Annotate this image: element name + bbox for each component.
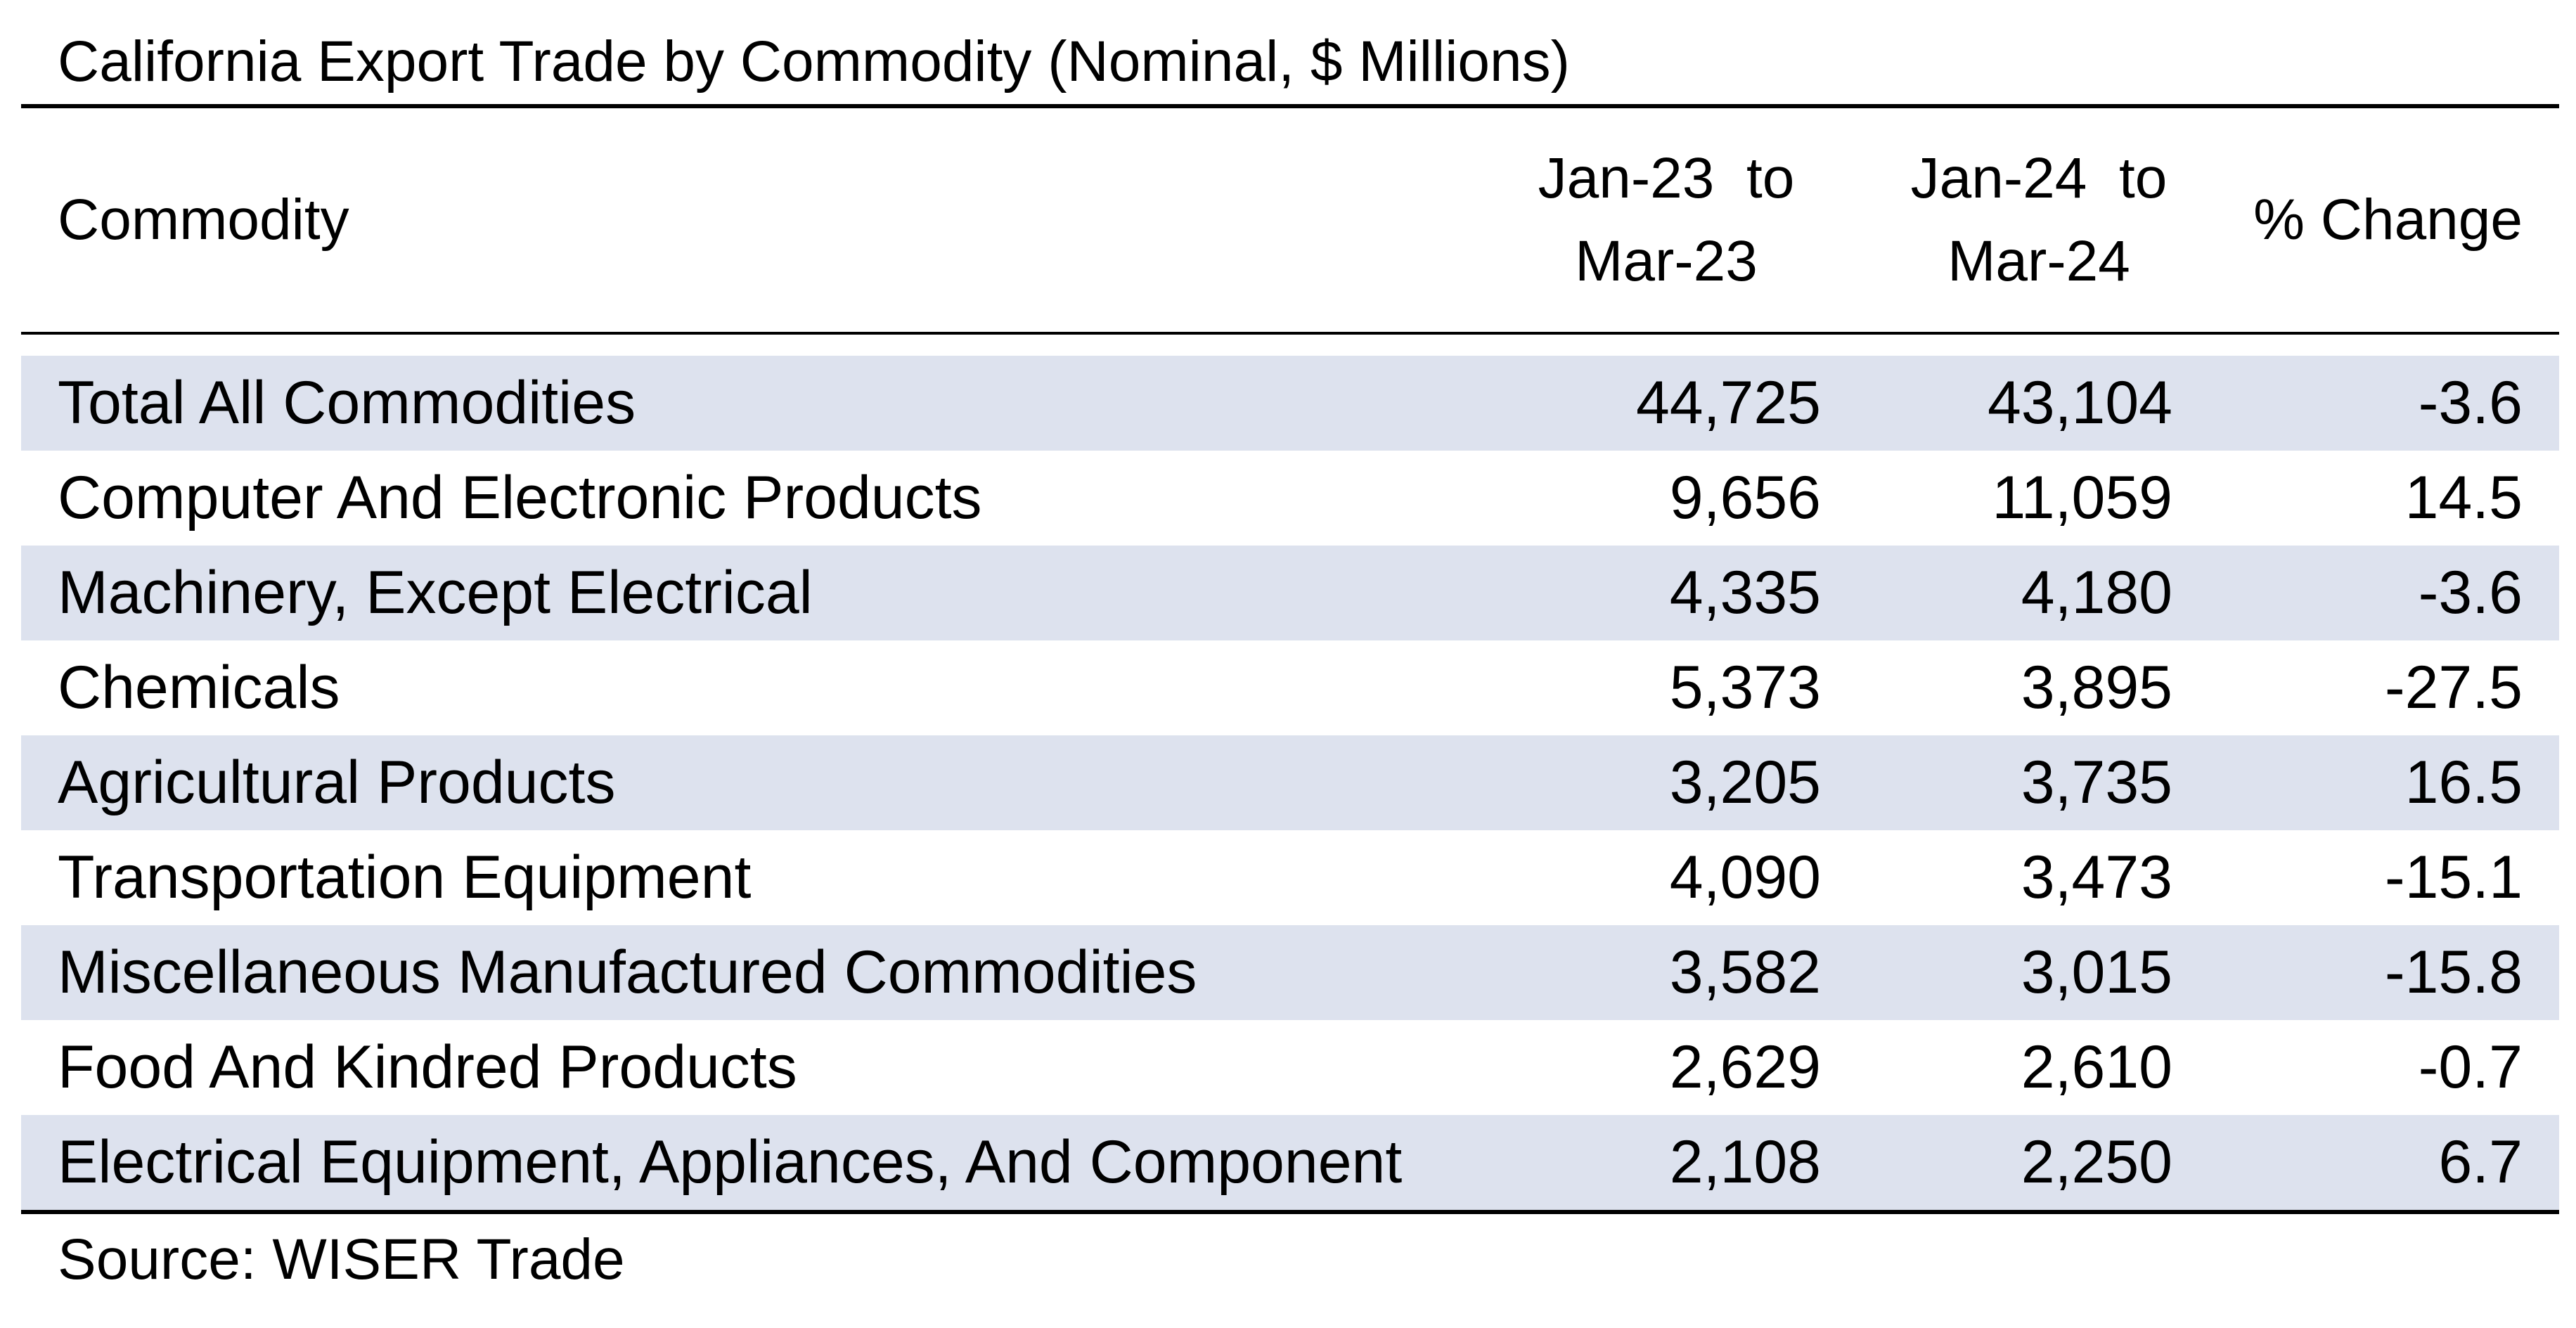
table-row: Chemicals 5,373 3,895 -27.5 (21, 640, 2559, 735)
export-table: California Export Trade by Commodity (No… (21, 20, 2559, 1306)
period-1-cell: 4,090 (1669, 844, 1821, 911)
period-1-cell: 3,205 (1669, 749, 1821, 816)
change-cell: -15.8 (2384, 939, 2523, 1006)
table-row: Total All Commodities 44,725 43,104 -3.6 (21, 356, 2559, 451)
period-2-cell: 3,895 (2021, 654, 2172, 721)
header-period-1: Jan-23 to Mar-23 (1455, 137, 1849, 303)
period-2-cell: 3,473 (2021, 844, 2172, 911)
period-1-cell: 44,725 (1635, 369, 1821, 437)
commodity-cell: Food And Kindred Products (58, 1033, 797, 1101)
commodity-cell: Electrical Equipment, Appliances, And Co… (58, 1128, 1403, 1196)
table-row: Transportation Equipment 4,090 3,473 -15… (21, 830, 2559, 925)
header-period-2-line-1: Jan-24 to (1910, 146, 2168, 210)
table-row: Computer And Electronic Products 9,656 1… (21, 451, 2559, 546)
table-row: Miscellaneous Manufactured Commodities 3… (21, 925, 2559, 1020)
top-rule (21, 104, 2559, 108)
period-2-cell: 2,610 (2021, 1033, 2172, 1101)
period-1-cell: 5,373 (1669, 654, 1821, 721)
commodity-cell: Machinery, Except Electrical (58, 559, 813, 626)
period-1-cell: 9,656 (1669, 464, 1821, 531)
period-2-cell: 2,250 (2021, 1128, 2172, 1196)
period-2-cell: 43,104 (1987, 369, 2172, 437)
period-2-cell: 11,059 (1992, 464, 2172, 531)
header-period-1-line-1: Jan-23 to (1538, 146, 1795, 210)
header-rule (21, 332, 2559, 335)
period-1-cell: 2,108 (1669, 1128, 1821, 1196)
table-row: Food And Kindred Products 2,629 2,610 -0… (21, 1020, 2559, 1115)
header-period-1-line-2: Mar-23 (1575, 229, 1758, 293)
header-period-2: Jan-24 to Mar-24 (1849, 137, 2201, 303)
change-cell: -0.7 (2418, 1033, 2523, 1101)
period-1-cell: 2,629 (1669, 1033, 1821, 1101)
change-cell: 14.5 (2404, 464, 2523, 531)
change-cell: -27.5 (2384, 654, 2523, 721)
period-2-cell: 3,735 (2021, 749, 2172, 816)
commodity-cell: Total All Commodities (58, 369, 636, 437)
change-cell: 16.5 (2404, 749, 2523, 816)
change-cell: -15.1 (2384, 844, 2523, 911)
change-cell: 6.7 (2438, 1128, 2523, 1196)
header-change: % Change (2253, 188, 2523, 252)
commodity-cell: Transportation Equipment (58, 844, 752, 911)
source-note: Source: WISER Trade (58, 1227, 625, 1291)
table-row: Agricultural Products 3,205 3,735 16.5 (21, 735, 2559, 830)
commodity-cell: Computer And Electronic Products (58, 464, 982, 531)
change-cell: -3.6 (2418, 559, 2523, 626)
table-title: California Export Trade by Commodity (No… (58, 30, 1570, 94)
header-gap (21, 335, 2559, 356)
table-header: Commodity Jan-23 to Mar-23 Jan-24 to Mar… (21, 108, 2559, 332)
header-commodity: Commodity (58, 188, 349, 252)
period-1-cell: 4,335 (1669, 559, 1821, 626)
table-body: Total All Commodities 44,725 43,104 -3.6… (21, 356, 2559, 1210)
period-2-cell: 4,180 (2021, 559, 2172, 626)
bottom-rule (21, 1210, 2559, 1214)
period-2-cell: 3,015 (2021, 939, 2172, 1006)
change-cell: -3.6 (2418, 369, 2523, 437)
commodity-cell: Miscellaneous Manufactured Commodities (58, 939, 1197, 1006)
table-row: Machinery, Except Electrical 4,335 4,180… (21, 546, 2559, 640)
period-1-cell: 3,582 (1669, 939, 1821, 1006)
commodity-cell: Chemicals (58, 654, 340, 721)
commodity-cell: Agricultural Products (58, 749, 616, 816)
header-period-2-line-2: Mar-24 (1947, 229, 2130, 293)
table-row: Electrical Equipment, Appliances, And Co… (21, 1115, 2559, 1210)
